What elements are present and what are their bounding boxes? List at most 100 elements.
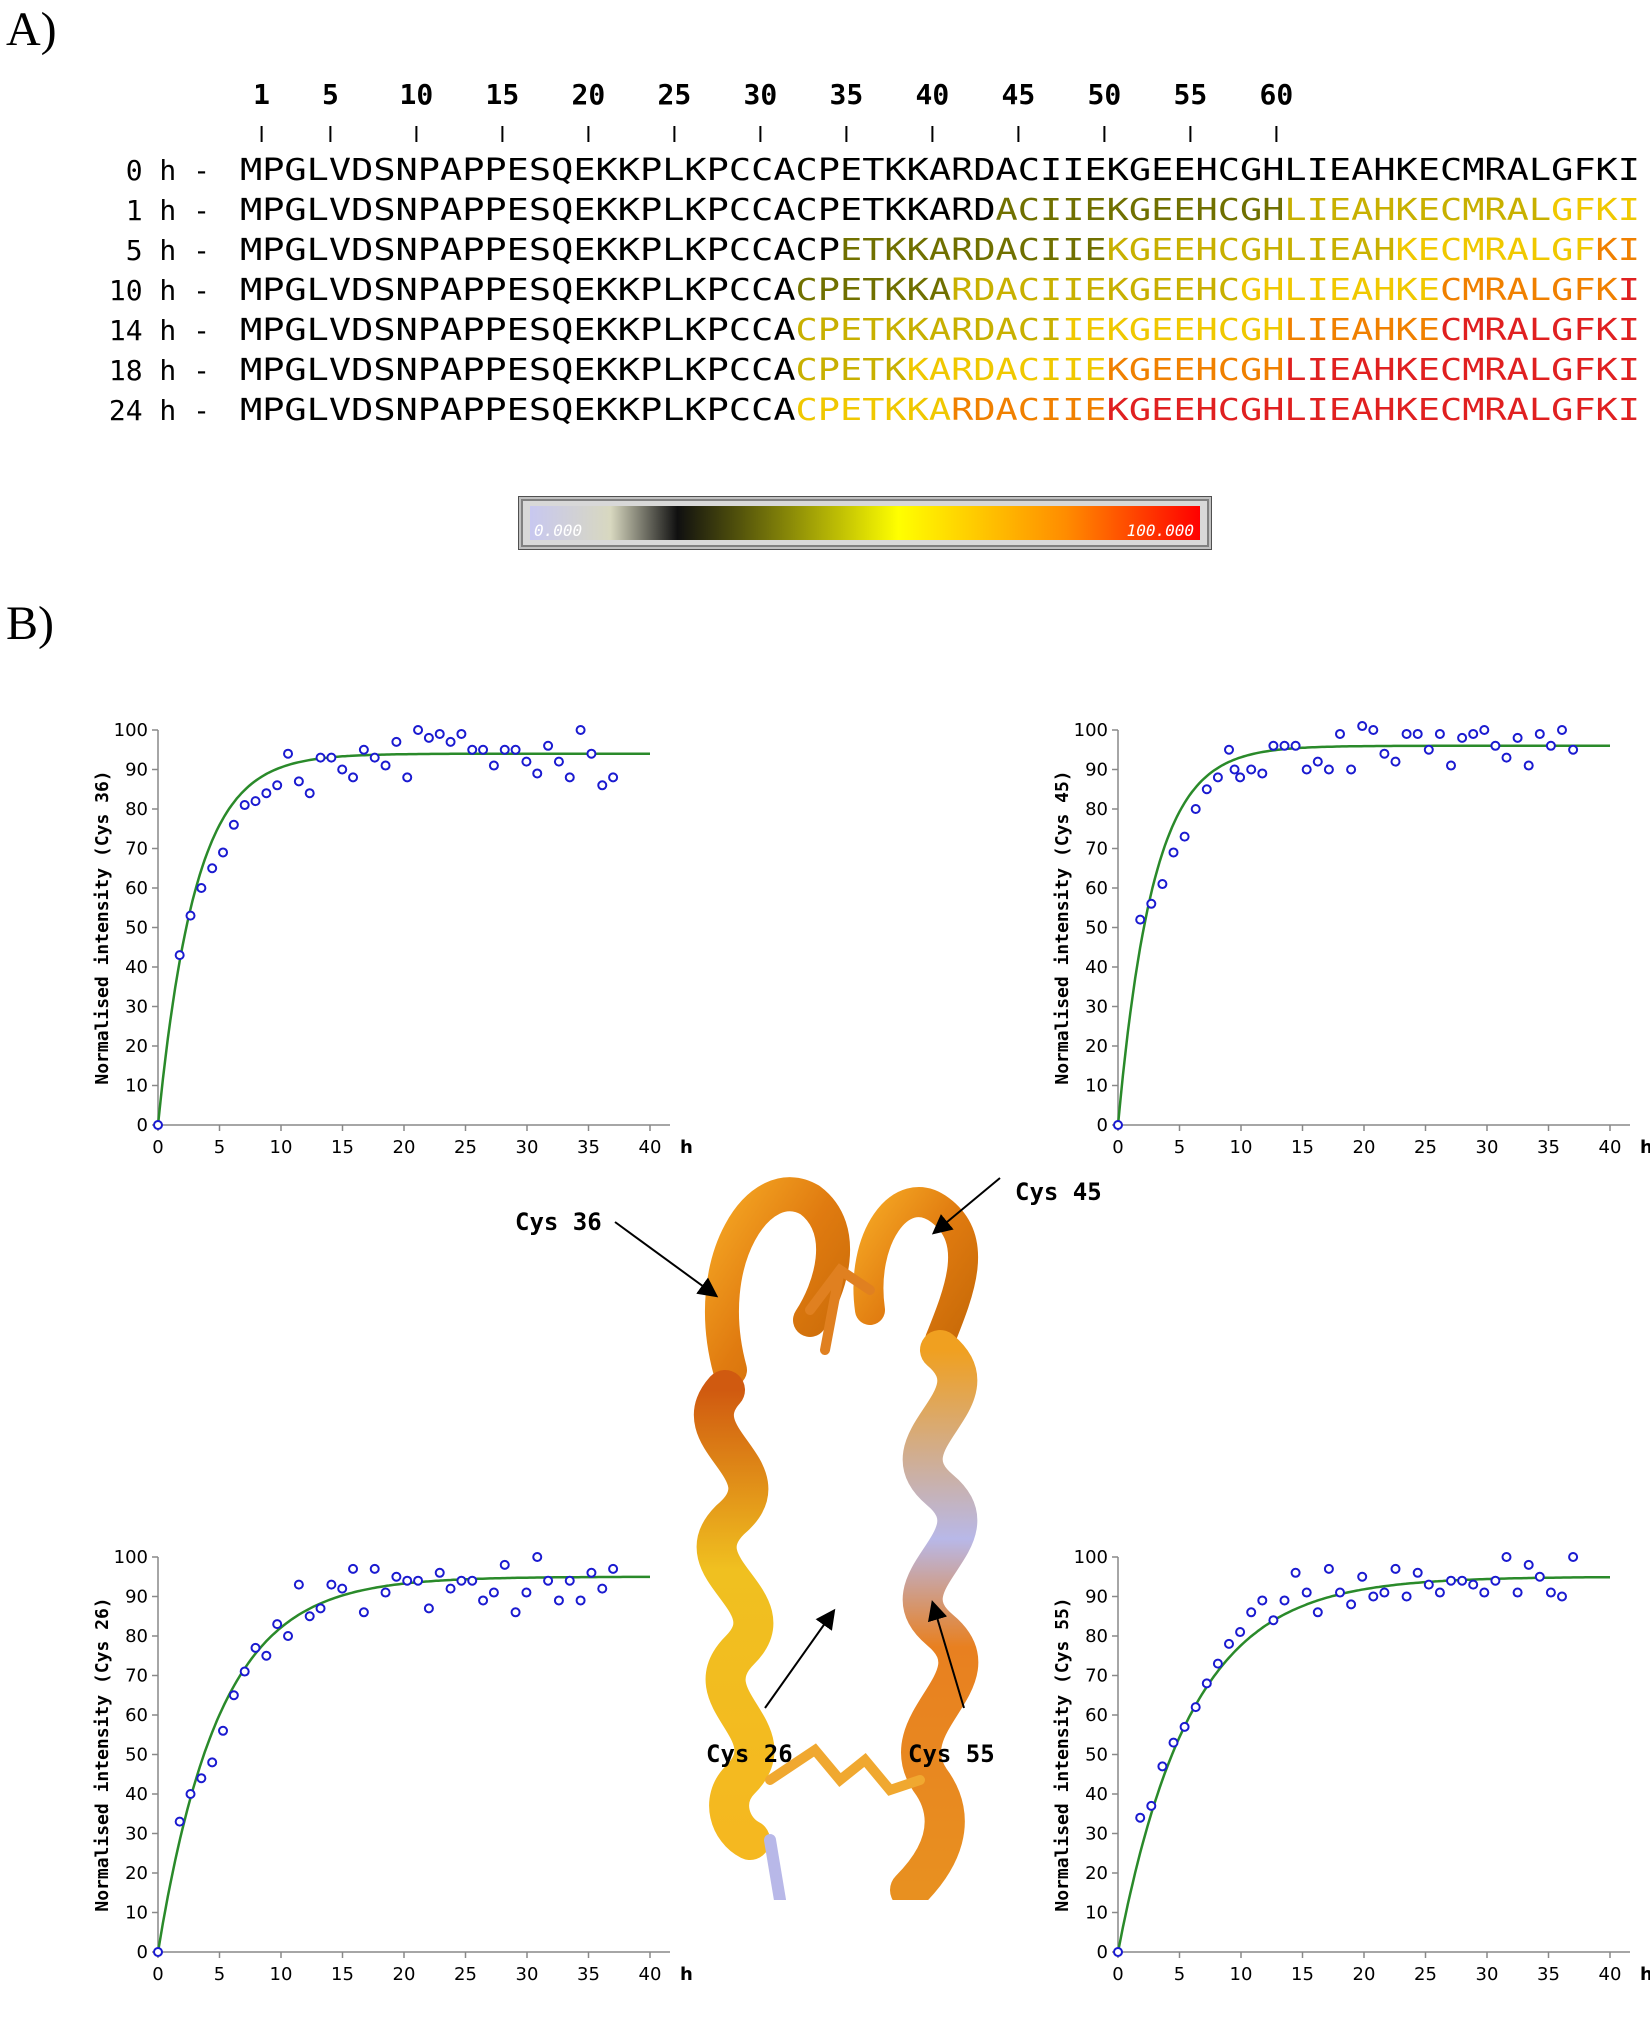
y-tick-label: 90 xyxy=(125,1587,148,1608)
y-tick-label: 10 xyxy=(125,1076,148,1097)
data-point xyxy=(1268,1615,1279,1626)
data-point xyxy=(1201,1678,1212,1689)
x-tick-label: 20 xyxy=(1353,1964,1376,1985)
data-point xyxy=(608,1563,619,1574)
data-point xyxy=(1157,1761,1168,1772)
data-point xyxy=(456,1575,467,1586)
y-tick-label: 100 xyxy=(114,1547,148,1568)
data-point xyxy=(543,1575,554,1586)
y-tick-label: 40 xyxy=(125,1784,148,1805)
data-point xyxy=(1246,1607,1257,1618)
data-point xyxy=(499,1559,510,1570)
data-point xyxy=(196,883,207,893)
data-point xyxy=(1235,772,1246,783)
data-point xyxy=(1557,725,1567,735)
y-tick-label: 40 xyxy=(1085,957,1108,978)
x-tick-label: 40 xyxy=(1599,1964,1622,1985)
data-point xyxy=(1434,728,1445,739)
x-tick-label: 5 xyxy=(1174,1964,1185,1985)
data-point xyxy=(1113,1120,1123,1130)
data-point xyxy=(1157,879,1168,890)
row-label: 0 h - xyxy=(126,154,210,187)
data-point xyxy=(1246,764,1257,775)
y-tick-label: 40 xyxy=(1085,1784,1108,1805)
y-tick-label: 100 xyxy=(1074,1547,1108,1568)
data-point xyxy=(272,1619,283,1630)
label-cys36: Cys 36 xyxy=(515,1208,602,1236)
data-point xyxy=(423,1603,434,1614)
data-point xyxy=(1545,740,1556,751)
data-point xyxy=(369,1563,380,1574)
data-point xyxy=(348,772,359,783)
panel-b-label: B) xyxy=(6,597,54,650)
y-tick-label: 60 xyxy=(1085,878,1108,899)
y-tick-label: 40 xyxy=(125,957,148,978)
data-point xyxy=(1423,744,1434,755)
data-point xyxy=(1523,1559,1534,1570)
y-tick-label: 70 xyxy=(1085,1666,1108,1687)
data-point xyxy=(337,1583,348,1594)
data-point xyxy=(185,1789,196,1799)
data-point xyxy=(1479,725,1490,735)
x-tick-label: 5 xyxy=(214,1964,225,1985)
y-tick-label: 50 xyxy=(125,918,148,939)
residue-number-55: 55 xyxy=(1174,78,1208,111)
x-tick-label: 40 xyxy=(639,1964,662,1985)
data-point xyxy=(510,1607,521,1618)
x-tick-label: 30 xyxy=(1476,1137,1499,1158)
data-point xyxy=(1168,1737,1179,1748)
x-tick-label: 15 xyxy=(331,1137,354,1158)
y-axis-label: Normalised intensity (Cys 26) xyxy=(92,1597,113,1911)
y-tick-label: 30 xyxy=(1085,997,1108,1018)
ribbon-helix-left xyxy=(693,1370,775,1860)
x-tick-label: 10 xyxy=(1230,1137,1253,1158)
data-point xyxy=(1568,744,1579,755)
data-point xyxy=(185,910,196,921)
data-point xyxy=(499,744,510,755)
residue-number-60: 60 xyxy=(1260,78,1294,111)
y-tick-label: 20 xyxy=(1085,1036,1108,1057)
residue-number-25: 25 xyxy=(658,78,692,111)
data-point xyxy=(1401,1591,1412,1602)
data-point xyxy=(239,800,250,811)
row-label: 18 h - xyxy=(109,354,210,387)
x-tick-label: 20 xyxy=(393,1964,416,1985)
data-point xyxy=(456,728,467,739)
data-point xyxy=(1534,1571,1545,1582)
residue-number-5: 5 xyxy=(322,78,339,111)
data-point xyxy=(1457,1575,1468,1586)
y-tick-label: 10 xyxy=(1085,1076,1108,1097)
data-point xyxy=(1257,768,1268,779)
data-point xyxy=(1290,1567,1301,1578)
y-axis-label: Normalised intensity (Cys 45) xyxy=(1052,770,1073,1084)
data-point xyxy=(478,744,489,755)
data-point xyxy=(478,1595,489,1606)
color-scale-gradient xyxy=(530,506,1200,540)
data-point xyxy=(413,725,424,735)
y-tick-label: 10 xyxy=(125,1903,148,1924)
x-tick-label: 35 xyxy=(1537,1964,1560,1985)
y-tick-label: 100 xyxy=(1074,720,1108,741)
residue-number-40: 40 xyxy=(916,78,950,111)
chart-cys26: 0 10 20 30 40 50 60 70 80 90 100 0 5 10 15 20 25 30 35 40 h N… xyxy=(92,1547,693,1985)
data-point xyxy=(1568,1552,1579,1562)
residue-number-1: 1 xyxy=(253,78,270,111)
data-point xyxy=(1290,740,1301,751)
x-tick-label: 0 xyxy=(1112,1137,1123,1158)
data-point xyxy=(358,744,369,755)
x-tick-label: 25 xyxy=(454,1137,477,1158)
data-point xyxy=(1457,732,1468,743)
data-point xyxy=(228,819,239,830)
x-tick-label: 25 xyxy=(454,1964,477,1985)
data-point xyxy=(1479,1587,1490,1598)
data-point xyxy=(564,772,575,783)
x-tick-label: 0 xyxy=(152,1137,163,1158)
data-point xyxy=(1379,1587,1390,1598)
data-point xyxy=(1179,1721,1190,1732)
disulfide-top xyxy=(805,1263,875,1355)
x-tick-label: 35 xyxy=(577,1137,600,1158)
data-point xyxy=(261,788,272,799)
